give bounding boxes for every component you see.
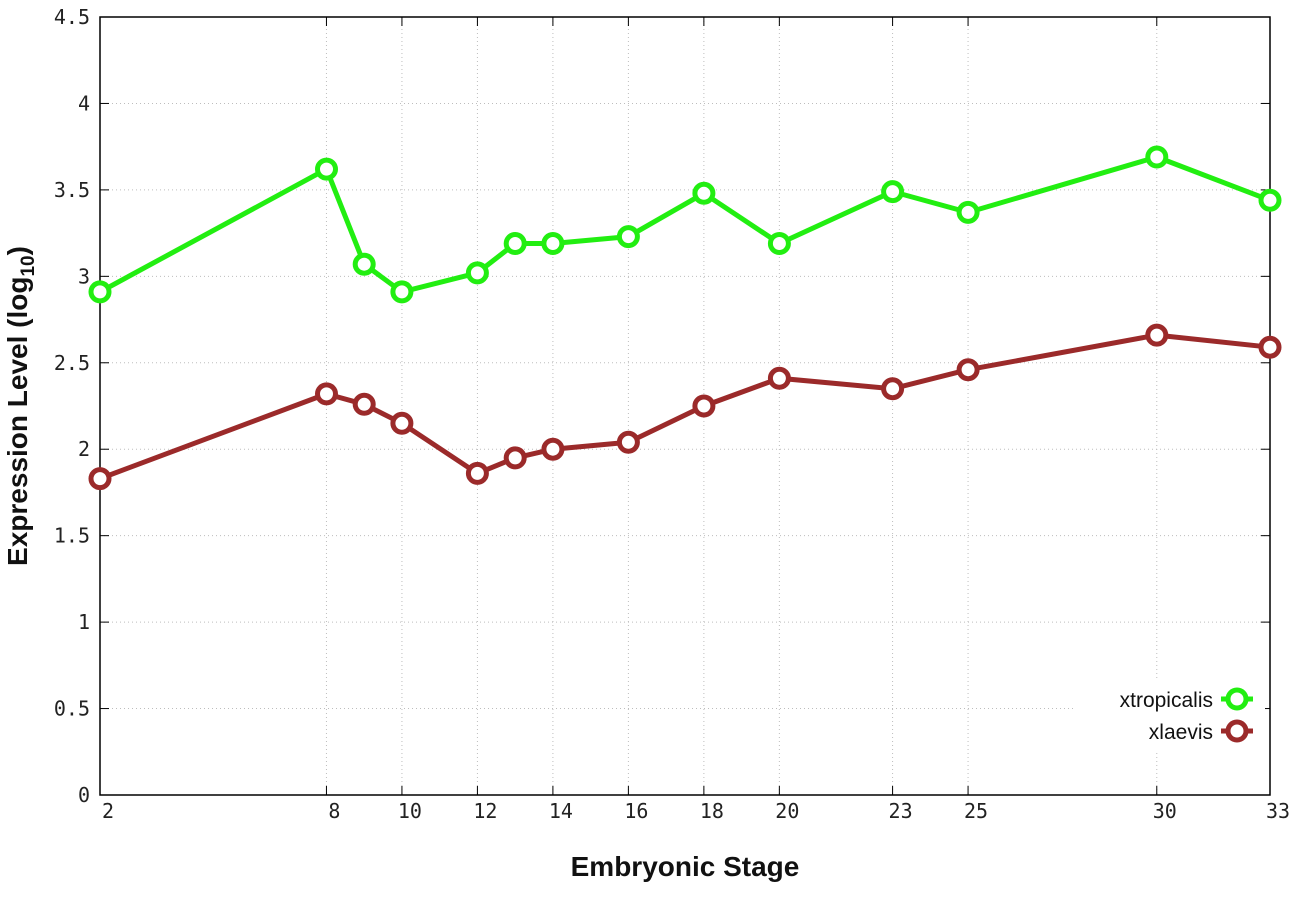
- y-tick-label: 2.5: [54, 351, 90, 375]
- legend-marker-xtropicalis: [1225, 687, 1249, 711]
- x-tick-label: 2: [102, 799, 114, 823]
- data-point-xtropicalis: [692, 181, 716, 205]
- x-tick-label: 12: [473, 799, 497, 823]
- y-axis-title-end: ): [2, 246, 33, 255]
- x-tick-label: 23: [889, 799, 913, 823]
- legend-label-xlaevis: xlaevis: [1149, 721, 1213, 744]
- x-tick-label: 14: [549, 799, 573, 823]
- x-tick-label: 20: [775, 799, 799, 823]
- series-layer: [88, 145, 1282, 491]
- data-point-xlaevis: [1145, 323, 1169, 347]
- data-point-xlaevis: [616, 430, 640, 454]
- y-tick-label: 1.5: [54, 524, 90, 548]
- y-tick-label: 3.5: [54, 178, 90, 202]
- y-axis-title: Expression Level (log10): [2, 246, 39, 566]
- x-tick-label: 16: [624, 799, 648, 823]
- legend-label-xtropicalis: xtropicalis: [1120, 689, 1213, 712]
- legend-item-xlaevis: xlaevis: [1149, 719, 1253, 744]
- data-point-xlaevis: [692, 394, 716, 418]
- data-point-xtropicalis: [315, 157, 338, 181]
- series-xtropicalis: [88, 145, 1282, 304]
- data-point-xlaevis: [956, 358, 980, 382]
- y-tick-label: 3: [78, 264, 90, 288]
- y-tick-label: 1: [78, 610, 90, 634]
- y-tick-label: 4: [78, 91, 90, 115]
- data-point-xlaevis: [881, 377, 905, 401]
- data-point-xtropicalis: [767, 232, 791, 255]
- data-point-xtropicalis: [1258, 188, 1282, 212]
- x-axis-title: Embryonic Stage: [571, 851, 800, 882]
- data-point-xtropicalis: [616, 225, 640, 249]
- data-point-xlaevis: [541, 437, 565, 461]
- data-point-xtropicalis: [881, 180, 905, 204]
- data-point-xlaevis: [503, 446, 527, 470]
- data-point-xtropicalis: [503, 232, 527, 255]
- data-point-xtropicalis: [541, 232, 565, 255]
- data-point-xlaevis: [1258, 335, 1282, 359]
- gridlines: [100, 17, 1270, 795]
- data-point-xlaevis: [315, 382, 338, 406]
- x-tick-label: 8: [328, 799, 340, 823]
- axis-ticks: 0 0.5 1 1.5 2 2.5 3 3.5 4 4.5 2 8 10 12 14 16 18 20 23 25 30…: [54, 5, 1290, 823]
- x-tick-label: 18: [700, 799, 724, 823]
- y-tick-label: 4.5: [54, 5, 90, 29]
- series-line-xtropicalis: [98, 154, 1271, 295]
- data-point-xlaevis: [390, 411, 414, 435]
- data-point-xtropicalis: [1145, 145, 1169, 169]
- data-point-xlaevis: [767, 366, 791, 390]
- y-axis-title-main: Expression Level (log: [2, 277, 33, 566]
- x-tick-label: 30: [1153, 799, 1177, 823]
- x-tick-label: 10: [398, 799, 422, 823]
- y-tick-label: 0.5: [54, 697, 90, 721]
- x-tick-label: 25: [964, 799, 988, 823]
- plot-frame: [99, 16, 1271, 796]
- legend: xtropicalis xlaevis: [1075, 680, 1265, 750]
- data-point-xtropicalis: [390, 280, 414, 304]
- series-xlaevis: [88, 323, 1282, 491]
- x-tick-label: 33: [1266, 799, 1290, 823]
- data-point-xtropicalis: [88, 280, 112, 304]
- y-tick-label: 2: [78, 437, 90, 461]
- data-point-xlaevis: [465, 461, 489, 485]
- y-axis-title-subscript: 10: [18, 255, 39, 276]
- data-point-xtropicalis: [465, 261, 489, 285]
- data-point-xtropicalis: [352, 252, 376, 276]
- y-tick-label: 0: [78, 783, 90, 807]
- series-line-xlaevis: [99, 332, 1271, 481]
- data-point-xtropicalis: [956, 200, 980, 224]
- data-point-xlaevis: [352, 392, 376, 416]
- legend-item-xtropicalis: xtropicalis: [1120, 687, 1253, 712]
- legend-marker-xlaevis: [1225, 719, 1249, 743]
- data-point-xlaevis: [88, 467, 112, 491]
